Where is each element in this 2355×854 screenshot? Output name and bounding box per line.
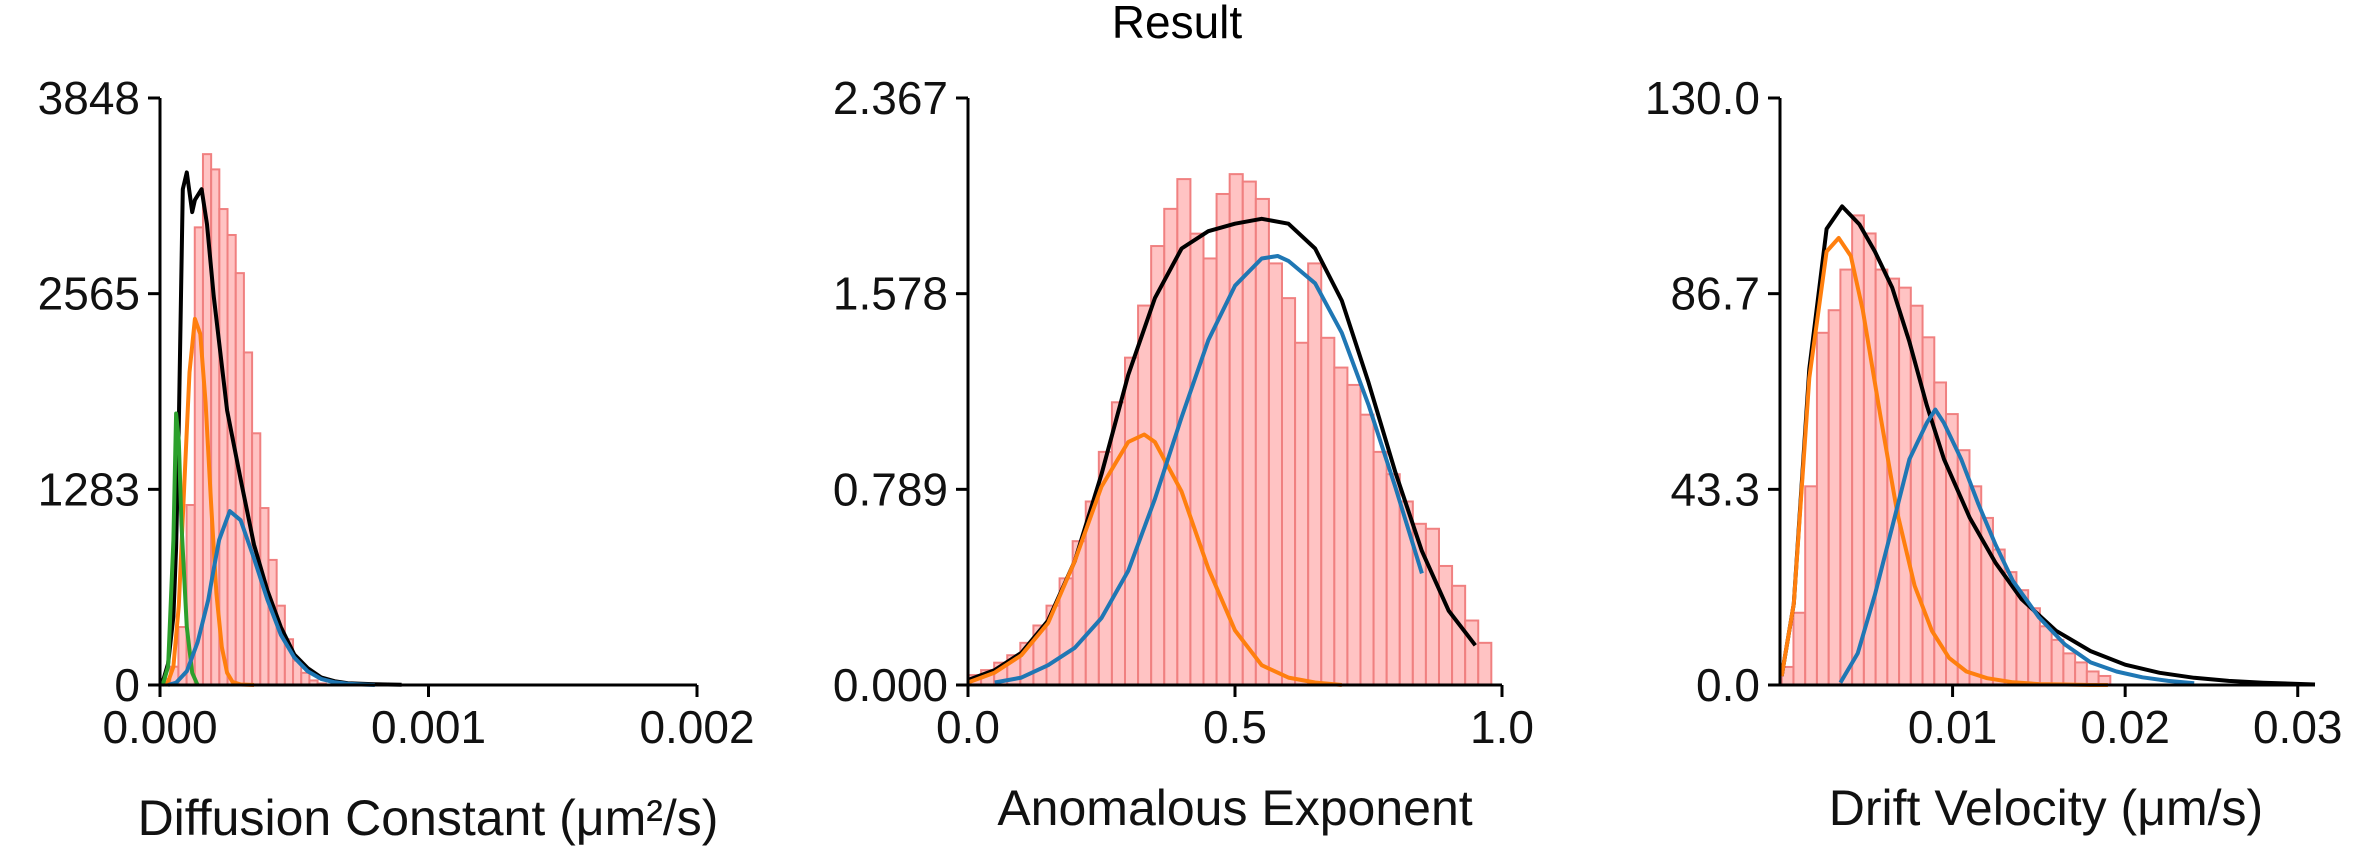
axes-drift: [1778, 98, 2315, 687]
fit-curve-diffusion-1: [161, 316, 255, 687]
histogram-bar: [1437, 564, 1454, 687]
x-tick-label: 0.5: [1203, 701, 1267, 753]
y-tick-label: 0.0: [1696, 659, 1760, 711]
y-tick-label: 1283: [38, 463, 140, 515]
x-axis-label-drift: Drift Velocity (μm/s): [1829, 780, 2263, 836]
histogram-bar: [2050, 638, 2065, 686]
y-tick-label: 3848: [38, 72, 140, 124]
histogram-bar: [1123, 356, 1140, 686]
x-tick-label: 1.0: [1470, 701, 1534, 753]
x-tick-label: 0.001: [371, 701, 486, 753]
x-tick-label: 0.02: [2080, 701, 2170, 753]
y-tick-label: 1.578: [833, 268, 948, 320]
fit-curve-anomalous-1: [967, 432, 1342, 687]
histogram-bar: [1254, 197, 1270, 686]
fit-curves-diffusion: [160, 170, 402, 687]
histogram-bar: [1839, 268, 1854, 686]
histogram-bar: [1228, 173, 1244, 687]
histogram-bar: [1110, 401, 1126, 686]
histogram-bar: [2038, 625, 2053, 686]
fit-curve-anomalous-2: [994, 254, 1424, 685]
histogram-bar: [1424, 527, 1440, 687]
ticks-diffusion: 0 1283 2565 3848 0.000 0.001 0.002: [38, 72, 755, 753]
histogram-bar: [1346, 383, 1362, 686]
histogram-bar: [1804, 485, 1818, 687]
x-tick-label: 0.01: [1908, 701, 1998, 753]
x-axis-label-diffusion: Diffusion Constant (μm²/s): [138, 790, 719, 846]
ticks-drift: 0.0 43.3 86.7 130.0 0.01 0.02 0.03: [1645, 72, 2343, 753]
histogram-bars-drift: [1780, 214, 2112, 687]
histogram-bar: [1280, 297, 1297, 686]
histogram-bar: [1359, 413, 1375, 686]
histogram-bar: [1372, 450, 1388, 686]
fit-curves-anomalous: [967, 216, 1477, 687]
histogram-bar: [193, 226, 204, 686]
histogram-bar: [1267, 262, 1283, 686]
histogram-bar: [1385, 473, 1401, 686]
histogram-bar: [1241, 180, 1257, 686]
panel-diffusion-constant: 0 1283 2565 3848 0.000 0.001 0.002 Diffusion C…: [38, 72, 755, 846]
histogram-bar: [1956, 449, 1971, 687]
histogram-bars-anomalous: [967, 173, 1493, 687]
y-tick-label: 0.000: [833, 659, 948, 711]
histogram-bar: [1874, 268, 1889, 686]
x-axis-label-anomalous: Anomalous Exponent: [997, 780, 1472, 836]
fit-curve-drift-2: [1838, 407, 2195, 686]
histogram-bar: [1150, 245, 1166, 686]
histogram-bar: [1202, 257, 1218, 686]
y-tick-label: 0: [114, 659, 140, 711]
figure-title: Result: [1112, 0, 1243, 48]
histogram-bar: [1792, 611, 1807, 686]
histogram-bar: [1307, 262, 1323, 686]
y-tick-label: 86.7: [1670, 268, 1760, 320]
histogram-bar: [218, 208, 229, 686]
histogram-bar: [1294, 341, 1310, 686]
histogram-bar: [1827, 309, 1842, 686]
histogram-bar: [1464, 619, 1480, 686]
x-tick-label: 0.03: [2253, 701, 2343, 753]
fit-curve-drift-0: [1779, 204, 2316, 687]
histogram-bar: [226, 233, 237, 686]
x-tick-label: 0.0: [936, 701, 1000, 753]
y-tick-label: 0.789: [833, 463, 948, 515]
x-tick-label: 0.002: [639, 701, 754, 753]
histogram-bar: [2062, 652, 2077, 687]
x-tick-label: 0.000: [102, 701, 217, 753]
histogram-bar: [1815, 331, 1830, 686]
histogram-bar: [1333, 366, 1349, 686]
histogram-bar: [1477, 641, 1493, 686]
histogram-bar: [1945, 413, 1959, 686]
y-tick-label: 2565: [38, 268, 140, 320]
histogram-bar: [1189, 232, 1205, 686]
y-tick-label: 130.0: [1645, 72, 1760, 124]
histogram-bar: [300, 671, 311, 687]
y-tick-label: 2.367: [833, 72, 948, 124]
histogram-bar: [1137, 304, 1153, 686]
ticks-anomalous: 0.000 0.789 1.578 2.367 0.0 0.5 1.0: [833, 72, 1534, 753]
y-tick-label: 43.3: [1670, 463, 1760, 515]
histogram-bar: [1320, 336, 1336, 686]
histogram-bar: [2074, 661, 2088, 687]
panel-anomalous-exponent: 0.000 0.789 1.578 2.367 0.0 0.5 1.0 Anomalous …: [833, 72, 1534, 836]
fit-curve-diffusion-3: [167, 509, 375, 687]
histogram-bar: [1968, 485, 1983, 687]
panel-drift-velocity: 0.0 43.3 86.7 130.0 0.01 0.02 0.03 Drift Veloc…: [1645, 72, 2343, 836]
histogram-bar: [1451, 584, 1467, 686]
histogram-bar: [2027, 607, 2041, 686]
